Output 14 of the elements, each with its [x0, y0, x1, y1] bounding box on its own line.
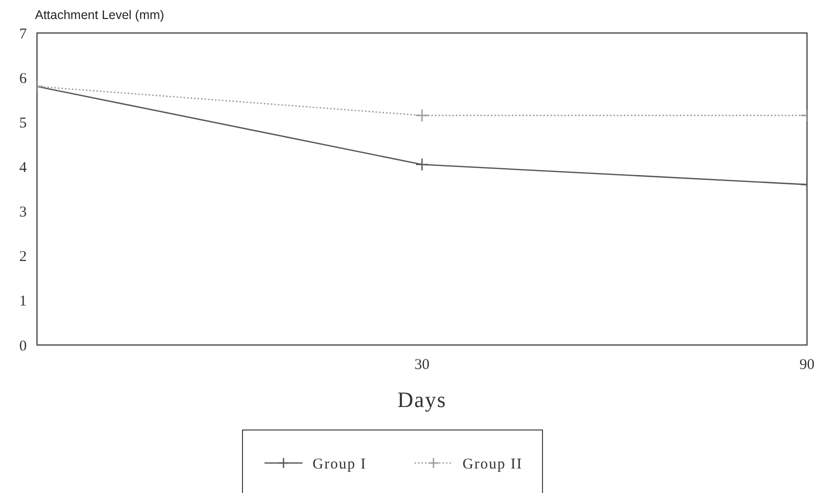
x-tick-label: 30: [414, 357, 430, 373]
legend-label: Group I: [312, 456, 367, 472]
legend-label: Group II: [462, 456, 523, 472]
y-tick-label: 5: [19, 115, 27, 132]
y-tick-label: 1: [19, 294, 27, 310]
y-tick-label: 3: [19, 204, 27, 221]
y-axis-title: Attachment Level (mm): [35, 8, 164, 22]
y-tick-label: 7: [19, 26, 28, 42]
y-tick-label: 0: [19, 338, 27, 354]
x-axis-title: Days: [397, 387, 447, 412]
x-tick-label: 90: [800, 357, 814, 373]
y-tick-label: 2: [19, 249, 27, 266]
y-tick-label: 4: [19, 160, 28, 176]
y-tick-label: 6: [19, 70, 28, 87]
